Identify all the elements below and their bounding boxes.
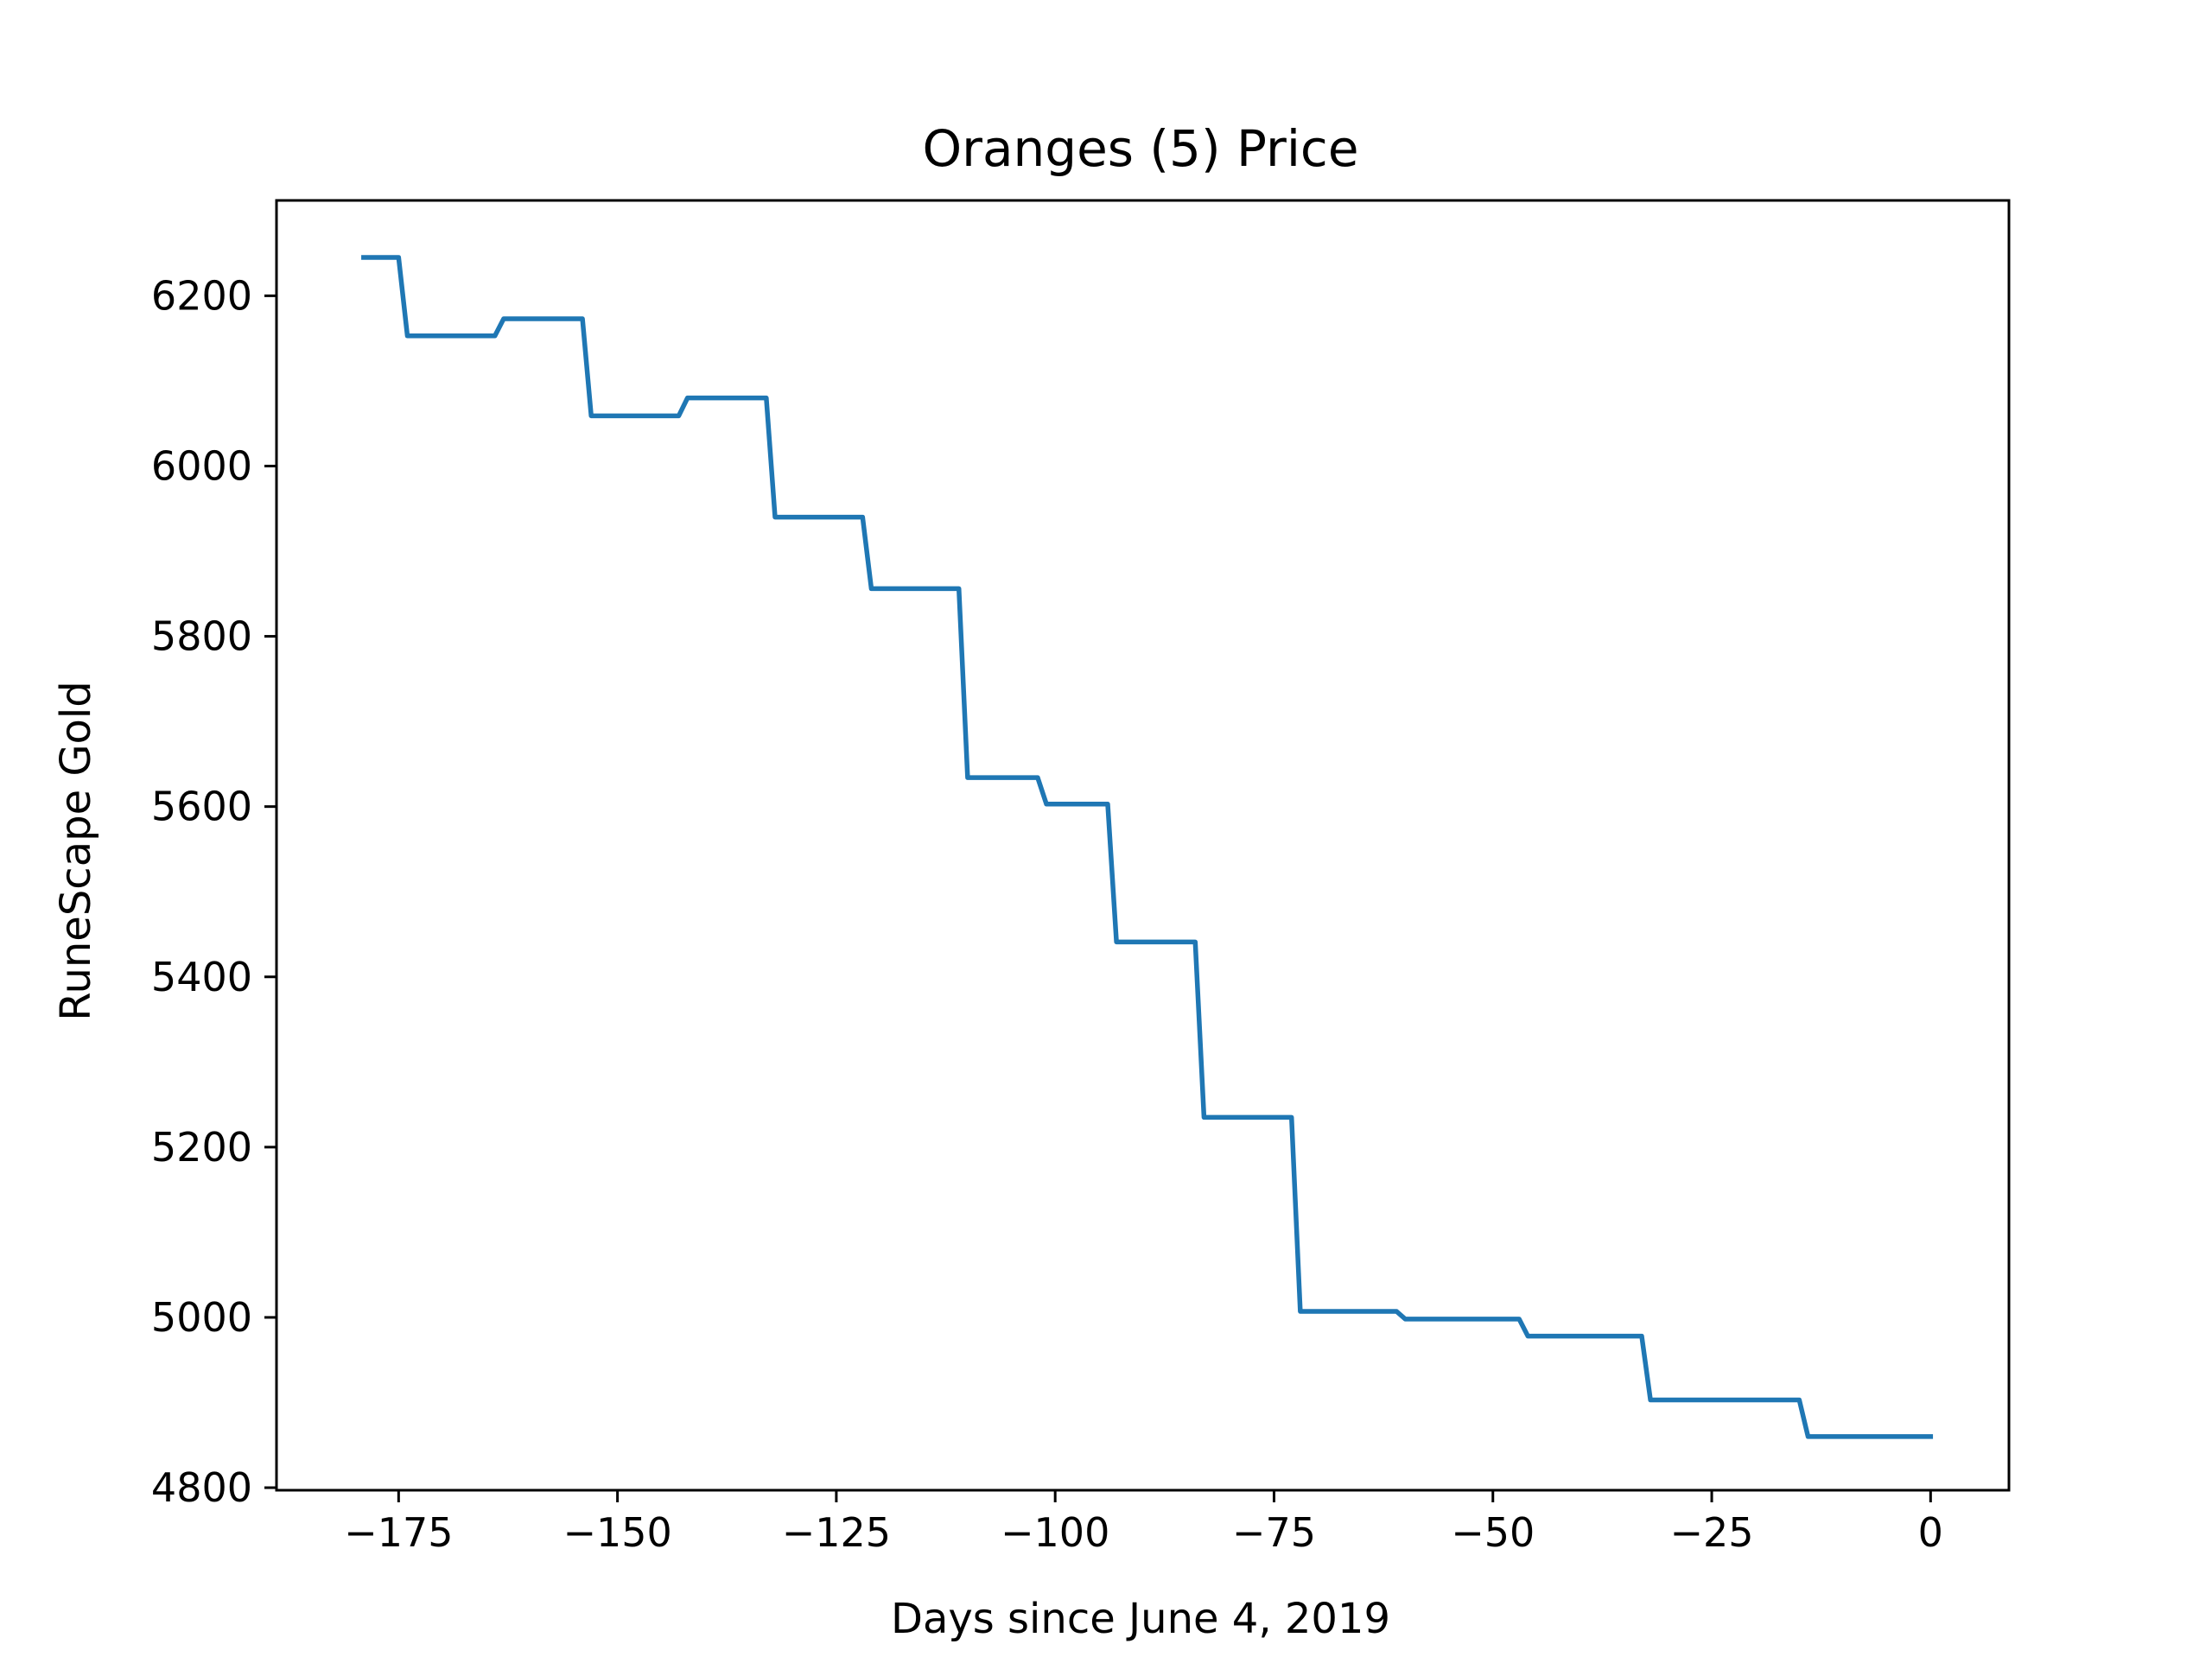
x-tick-label: 0: [1918, 1509, 1943, 1556]
plot-frame: [275, 199, 2011, 1492]
x-tick-label: −150: [563, 1509, 671, 1556]
y-tick-label: 5600: [151, 784, 252, 830]
y-axis-label: RuneScape Gold: [52, 681, 100, 1020]
y-tick-label: 6200: [151, 272, 252, 319]
x-tick-label: −75: [1232, 1509, 1316, 1556]
plot-area: −175 −150 −125 −100 −75 −50 −25 0 4800 5000 5200 54…: [151, 199, 2011, 1556]
x-tick-label: −25: [1670, 1509, 1754, 1556]
y-tick-label: 5000: [151, 1294, 252, 1341]
series-line-0: [361, 255, 1934, 1439]
y-tick-label: 5200: [151, 1124, 252, 1171]
x-tick-label: −50: [1451, 1509, 1535, 1556]
y-tick-label: 4800: [151, 1464, 252, 1511]
x-axis-label: Days since June 4, 2019: [891, 1595, 1390, 1643]
y-tick-label: 5400: [151, 954, 252, 1000]
x-tick-label: −100: [1001, 1509, 1109, 1556]
y-tick-label: 5800: [151, 613, 252, 660]
chart-title: Oranges (5) Price: [922, 119, 1358, 178]
x-tick-label: −175: [344, 1509, 453, 1556]
x-tick-label: −125: [782, 1509, 891, 1556]
y-tick-label: 6000: [151, 442, 252, 489]
